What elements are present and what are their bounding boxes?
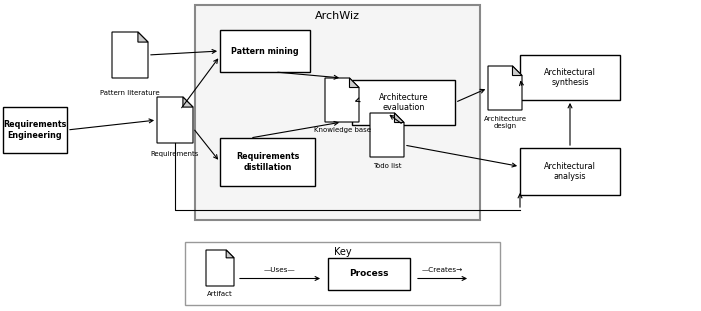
Polygon shape — [226, 250, 234, 258]
Bar — [520, 148, 620, 195]
Text: —Creates→: —Creates→ — [421, 267, 463, 273]
Polygon shape — [395, 113, 404, 123]
Text: Key: Key — [334, 247, 351, 257]
Polygon shape — [183, 97, 193, 107]
Text: Artifact: Artifact — [207, 291, 233, 297]
Text: Requirements
distillation: Requirements distillation — [236, 152, 299, 172]
Text: Process: Process — [349, 270, 389, 278]
Text: Architectural
synthesis: Architectural synthesis — [544, 68, 596, 87]
Bar — [195, 5, 480, 220]
Text: —Uses—: —Uses— — [264, 267, 296, 273]
Bar — [352, 80, 455, 125]
Bar — [220, 138, 315, 186]
Text: Todo list: Todo list — [373, 163, 401, 169]
Polygon shape — [206, 250, 234, 286]
Bar — [185, 242, 500, 305]
Text: Architecture
evaluation: Architecture evaluation — [379, 93, 428, 112]
Polygon shape — [350, 78, 359, 87]
Polygon shape — [157, 97, 193, 143]
Text: Requirements: Requirements — [151, 151, 199, 157]
Polygon shape — [512, 66, 522, 76]
Bar — [220, 30, 310, 72]
Text: Architecture
design: Architecture design — [484, 116, 526, 129]
Bar — [328, 258, 410, 290]
Text: Architectural
analysis: Architectural analysis — [544, 162, 596, 181]
Text: ArchWiz: ArchWiz — [315, 11, 360, 21]
Text: Requirements
Engineering: Requirements Engineering — [4, 120, 67, 140]
Text: Pattern literature: Pattern literature — [100, 90, 160, 96]
Bar — [520, 55, 620, 100]
Polygon shape — [325, 78, 359, 122]
Polygon shape — [138, 32, 148, 42]
Polygon shape — [112, 32, 148, 78]
Polygon shape — [488, 66, 522, 110]
Bar — [3, 107, 67, 153]
Polygon shape — [370, 113, 404, 157]
Text: Knowledge base: Knowledge base — [313, 127, 371, 133]
Text: Pattern mining: Pattern mining — [231, 47, 299, 55]
